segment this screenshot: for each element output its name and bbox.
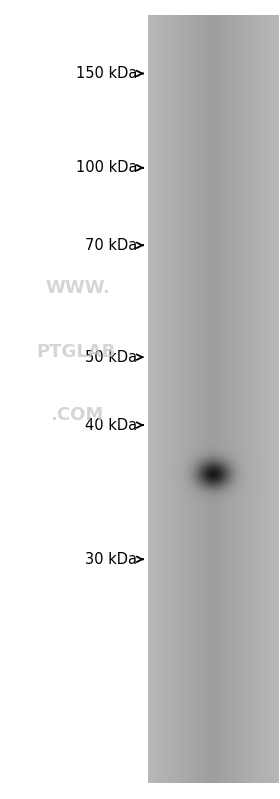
Text: 70 kDa: 70 kDa	[85, 238, 137, 252]
Text: 30 kDa: 30 kDa	[85, 552, 137, 566]
Text: 100 kDa: 100 kDa	[76, 161, 137, 175]
Text: 40 kDa: 40 kDa	[85, 418, 137, 432]
Text: 150 kDa: 150 kDa	[76, 66, 137, 81]
Text: WWW.: WWW.	[46, 279, 111, 296]
Text: PTGLAB: PTGLAB	[36, 343, 115, 360]
Text: .COM: .COM	[50, 407, 104, 424]
Text: 50 kDa: 50 kDa	[85, 350, 137, 364]
